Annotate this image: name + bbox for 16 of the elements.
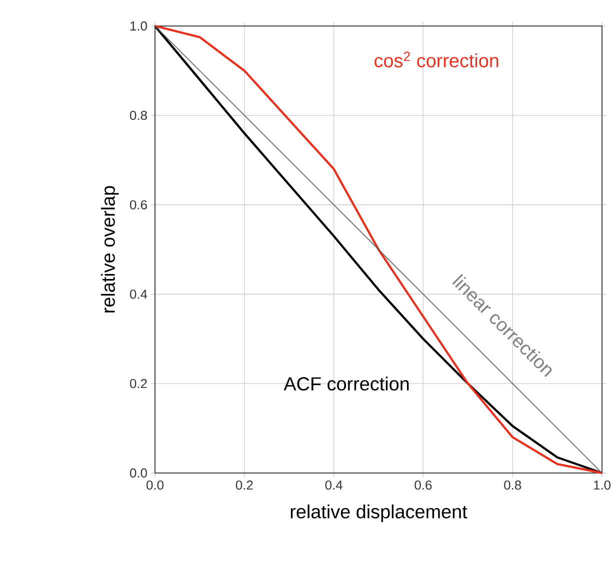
x-axis-title: relative displacement <box>290 504 468 522</box>
x-tick-label: 1.0 <box>594 480 611 490</box>
text: cos$^{2}$ correction <box>374 52 498 68</box>
x-tick-label: 0.0 <box>146 480 164 490</box>
y-axis-title: relative overlap <box>101 186 119 312</box>
y-tick-label: 1.0 <box>130 21 147 31</box>
y-tick-label: 0.6 <box>130 200 147 210</box>
y-tick-label: 0.8 <box>130 110 147 120</box>
y-tick-label: 0.0 <box>130 468 147 478</box>
y-tick-label: 0.4 <box>130 290 148 299</box>
x-tick-label: 0.4 <box>325 480 342 490</box>
y-tick-label: 0.2 <box>130 379 147 388</box>
series-label: ACF correction <box>284 376 409 391</box>
x-tick-label: 0.6 <box>414 480 432 490</box>
x-tick-label: 0.8 <box>504 480 522 490</box>
x-tick-label: 0.2 <box>236 480 253 490</box>
